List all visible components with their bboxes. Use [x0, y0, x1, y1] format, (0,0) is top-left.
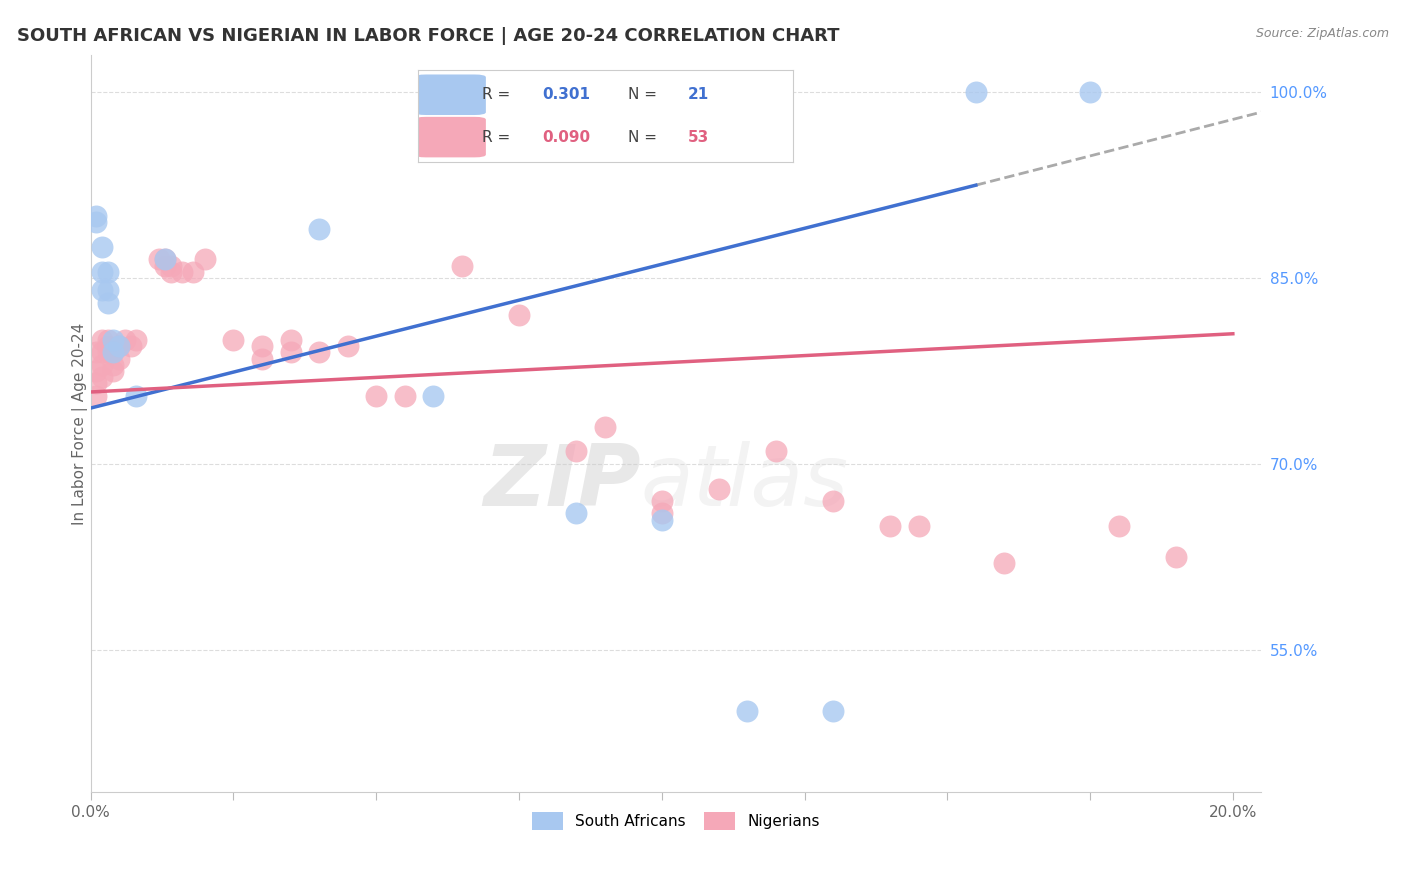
- Legend: South Africans, Nigerians: South Africans, Nigerians: [526, 806, 825, 836]
- Point: [153, 259, 176, 273]
- Point: [593, 419, 616, 434]
- Point: [159, 259, 181, 273]
- Point: [91, 240, 114, 254]
- Point: [103, 358, 125, 372]
- Point: [86, 209, 108, 223]
- Point: [125, 333, 148, 347]
- Point: [993, 556, 1015, 570]
- Point: [508, 308, 530, 322]
- Point: [97, 339, 120, 353]
- Text: ZIP: ZIP: [484, 441, 641, 524]
- Point: [125, 389, 148, 403]
- Text: SOUTH AFRICAN VS NIGERIAN IN LABOR FORCE | AGE 20-24 CORRELATION CHART: SOUTH AFRICAN VS NIGERIAN IN LABOR FORCE…: [17, 27, 839, 45]
- Point: [114, 333, 136, 347]
- Point: [651, 494, 673, 508]
- Point: [879, 518, 901, 533]
- Point: [97, 265, 120, 279]
- Point: [183, 265, 205, 279]
- Point: [1078, 85, 1101, 99]
- Point: [651, 512, 673, 526]
- Point: [194, 252, 217, 267]
- Point: [707, 482, 730, 496]
- Point: [965, 85, 987, 99]
- Point: [907, 518, 929, 533]
- Point: [308, 345, 330, 359]
- Point: [86, 389, 108, 403]
- Point: [103, 345, 125, 359]
- Point: [1108, 518, 1130, 533]
- Point: [366, 389, 388, 403]
- Point: [148, 252, 170, 267]
- Point: [823, 705, 845, 719]
- Point: [565, 444, 588, 458]
- Point: [86, 215, 108, 229]
- Point: [565, 506, 588, 520]
- Y-axis label: In Labor Force | Age 20-24: In Labor Force | Age 20-24: [72, 322, 87, 524]
- Point: [153, 252, 176, 267]
- Point: [159, 265, 181, 279]
- Point: [86, 364, 108, 378]
- Point: [1164, 549, 1187, 564]
- Point: [108, 339, 131, 353]
- Text: atlas: atlas: [641, 441, 849, 524]
- Point: [97, 295, 120, 310]
- Point: [394, 389, 416, 403]
- Point: [103, 364, 125, 378]
- Point: [280, 345, 302, 359]
- Point: [97, 284, 120, 298]
- Point: [422, 389, 444, 403]
- Point: [153, 252, 176, 267]
- Point: [91, 358, 114, 372]
- Point: [91, 345, 114, 359]
- Point: [91, 284, 114, 298]
- Point: [97, 333, 120, 347]
- Point: [91, 265, 114, 279]
- Point: [737, 705, 759, 719]
- Text: Source: ZipAtlas.com: Source: ZipAtlas.com: [1256, 27, 1389, 40]
- Point: [91, 370, 114, 384]
- Point: [170, 265, 193, 279]
- Point: [651, 506, 673, 520]
- Point: [765, 444, 787, 458]
- Point: [336, 339, 359, 353]
- Point: [91, 333, 114, 347]
- Point: [120, 339, 142, 353]
- Point: [250, 351, 273, 366]
- Point: [1278, 518, 1301, 533]
- Point: [450, 259, 472, 273]
- Point: [222, 333, 245, 347]
- Point: [86, 345, 108, 359]
- Point: [103, 345, 125, 359]
- Point: [103, 333, 125, 347]
- Point: [108, 339, 131, 353]
- Point: [86, 376, 108, 391]
- Point: [108, 351, 131, 366]
- Point: [308, 221, 330, 235]
- Point: [250, 339, 273, 353]
- Point: [280, 333, 302, 347]
- Point: [97, 345, 120, 359]
- Point: [823, 494, 845, 508]
